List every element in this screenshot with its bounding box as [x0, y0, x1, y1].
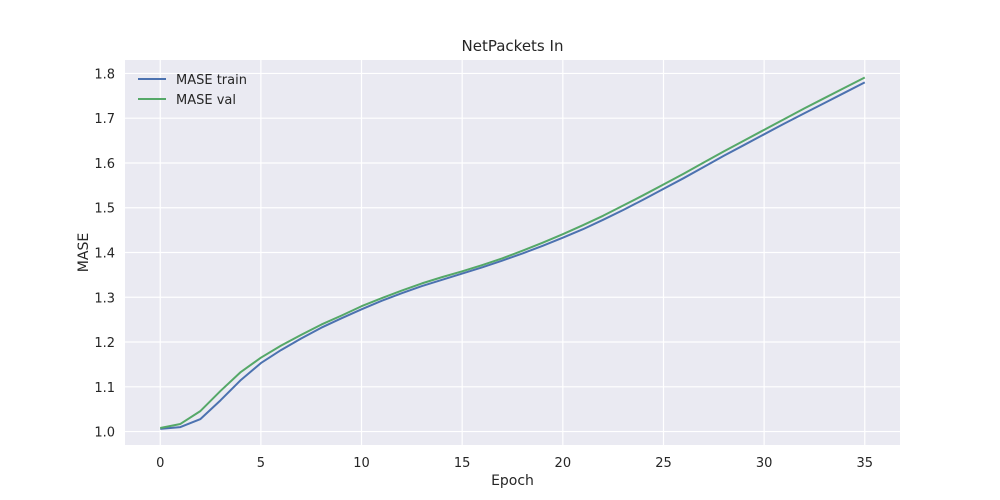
series-line-mase-val [160, 76, 866, 429]
series-line-mase-train [160, 81, 866, 430]
grid-lines [125, 60, 900, 445]
y-tick-labels: 1.0 1.1 1.2 1.3 1.4 1.5 1.6 1.7 1.8 [94, 67, 115, 440]
y-tick-label: 1.1 [94, 381, 115, 396]
y-tick-label: 1.8 [94, 67, 115, 82]
legend-item: MASE train [138, 73, 247, 88]
x-axis-label: Epoch [491, 473, 534, 489]
legend-label: MASE train [176, 73, 247, 88]
y-tick-label: 1.3 [94, 291, 115, 306]
x-tick-label: 5 [257, 456, 265, 471]
x-tick-label: 30 [756, 456, 773, 471]
y-tick-label: 1.5 [94, 202, 115, 217]
legend-label: MASE val [176, 93, 236, 108]
legend-item: MASE val [138, 93, 236, 108]
x-tick-label: 25 [655, 456, 672, 471]
x-tick-label: 20 [555, 456, 572, 471]
series-layer [160, 76, 866, 430]
y-tick-label: 1.4 [94, 247, 115, 262]
y-axis-label: MASE [76, 233, 92, 272]
y-tick-label: 1.7 [94, 112, 115, 127]
x-tick-label: 10 [353, 456, 370, 471]
chart-title: NetPackets In [462, 37, 564, 55]
y-tick-label: 1.6 [94, 157, 115, 172]
y-tick-label: 1.2 [94, 336, 115, 351]
x-tick-label: 0 [156, 456, 164, 471]
x-tick-label: 35 [856, 456, 873, 471]
x-tick-label: 15 [454, 456, 471, 471]
legend: MASE train MASE val [138, 73, 247, 108]
x-tick-labels: 0 5 10 15 20 25 30 35 [156, 456, 873, 471]
y-tick-label: 1.0 [94, 426, 115, 441]
